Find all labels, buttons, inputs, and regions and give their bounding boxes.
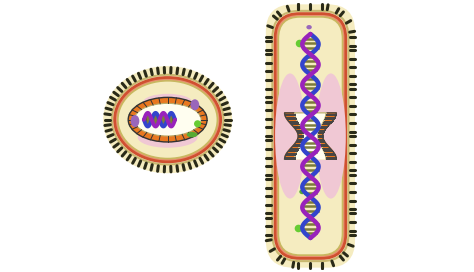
Ellipse shape — [131, 115, 139, 127]
Polygon shape — [295, 113, 326, 159]
Ellipse shape — [191, 99, 199, 110]
Ellipse shape — [194, 120, 201, 127]
Ellipse shape — [143, 94, 192, 110]
Ellipse shape — [316, 73, 346, 199]
Polygon shape — [284, 113, 336, 159]
FancyBboxPatch shape — [266, 4, 355, 268]
FancyBboxPatch shape — [275, 14, 346, 258]
Ellipse shape — [299, 189, 305, 194]
Ellipse shape — [112, 75, 223, 165]
Ellipse shape — [306, 25, 312, 29]
Ellipse shape — [128, 97, 207, 142]
Ellipse shape — [103, 66, 232, 173]
FancyBboxPatch shape — [273, 11, 348, 261]
Ellipse shape — [296, 40, 303, 47]
Ellipse shape — [115, 78, 221, 162]
Ellipse shape — [134, 103, 201, 136]
Ellipse shape — [187, 132, 198, 137]
Ellipse shape — [275, 73, 305, 199]
Ellipse shape — [295, 225, 302, 232]
Ellipse shape — [138, 127, 198, 148]
FancyBboxPatch shape — [278, 17, 343, 255]
Ellipse shape — [118, 81, 218, 159]
